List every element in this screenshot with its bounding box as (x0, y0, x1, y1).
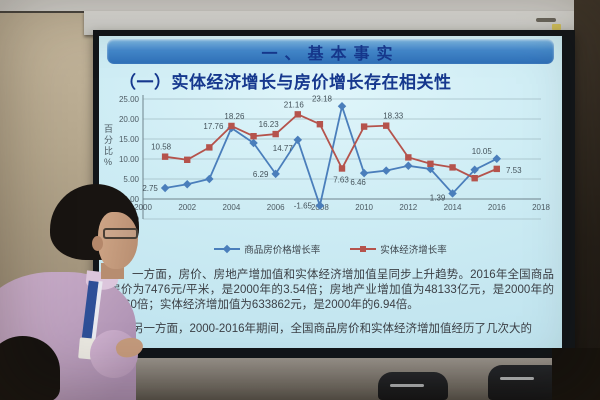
svg-text:2010: 2010 (355, 203, 373, 212)
legend-item-housing-price-growth: 商品房价格增长率 (214, 242, 320, 256)
svg-text:21.16: 21.16 (284, 100, 305, 109)
svg-text:16.23: 16.23 (259, 120, 280, 129)
presenter-glasses (103, 228, 138, 239)
svg-text:15.00: 15.00 (119, 135, 140, 144)
svg-text:5.00: 5.00 (123, 175, 139, 184)
svg-text:18.26: 18.26 (224, 112, 245, 121)
chair-highlight (500, 377, 534, 380)
line-chart: 25.0020.0015.0010.005.000.00-5.002000200… (119, 94, 550, 224)
legend-label: 实体经济增长率 (380, 245, 447, 256)
svg-text:7.53: 7.53 (506, 166, 522, 175)
yellow-sticker (552, 24, 561, 30)
svg-text:2016: 2016 (488, 203, 506, 212)
chair-silhouette (488, 365, 564, 400)
slide-title: （一）实体经济增长与房价增长存在相关性 (119, 73, 452, 92)
legend-label: 商品房价格增长率 (244, 245, 321, 256)
svg-text:2002: 2002 (178, 203, 196, 212)
banner-title: 一、基本事实 (261, 45, 400, 63)
svg-text:2004: 2004 (223, 203, 241, 212)
chair-silhouette (378, 372, 448, 400)
svg-text:6.46: 6.46 (350, 178, 366, 187)
svg-text:18.33: 18.33 (383, 112, 404, 121)
right-wall-shadow (574, 0, 600, 400)
paragraph-two: 另一方面，2000-2016年期间，全国商品房价和实体经济增加值经历了几次大的 (132, 323, 532, 335)
legend-item-real-economy-growth: 实体经济增长率 (350, 242, 447, 256)
slide-banner: 一、基本事实 (107, 39, 554, 64)
svg-text:2.75: 2.75 (142, 184, 158, 193)
svg-text:10.58: 10.58 (151, 143, 172, 152)
red-square-line-marker (350, 245, 377, 253)
svg-text:1.39: 1.39 (430, 193, 446, 202)
svg-text:-1.65: -1.65 (294, 202, 313, 211)
blue-diamond-line-marker (214, 244, 241, 254)
chair-highlight (390, 384, 424, 387)
svg-text:10.05: 10.05 (472, 147, 493, 156)
paragraph-one: 一方面，房价、房地产增加值和实体经济增加值呈同步上升趋势。2016年全国商品房价… (109, 269, 554, 311)
svg-text:10.00: 10.00 (119, 155, 140, 164)
presenter-ear (92, 236, 103, 251)
square-icon (360, 246, 367, 252)
y-axis-title: 百分比% (103, 124, 113, 169)
svg-text:23.18: 23.18 (312, 94, 333, 103)
svg-text:7.63: 7.63 (333, 175, 349, 184)
slide: 一、基本事实 （一）实体经济增长与房价增长存在相关性 百分比% 25.00 20.… (99, 36, 562, 348)
dark-furniture-corner (552, 348, 600, 400)
svg-text:2018: 2018 (532, 203, 550, 212)
svg-text:6.29: 6.29 (253, 170, 269, 179)
svg-text:20.00: 20.00 (119, 115, 140, 124)
audience-member-head (0, 336, 60, 400)
presenter-face (98, 212, 138, 269)
svg-text:2006: 2006 (267, 203, 285, 212)
svg-text:25.00: 25.00 (119, 95, 140, 104)
svg-text:17.76: 17.76 (203, 122, 224, 131)
diamond-icon (222, 244, 232, 254)
chart-legend: 商品房价格增长率 实体经济增长率 (99, 242, 562, 256)
svg-text:14.77: 14.77 (273, 144, 294, 153)
slide-body-text: 一方面，房价、房地产增加值和实体经济增加值呈同步上升趋势。2016年全国商品房价… (109, 268, 554, 337)
projector-brand-text (536, 18, 556, 22)
svg-text:2014: 2014 (444, 203, 462, 212)
svg-text:2012: 2012 (399, 203, 417, 212)
svg-text:0.00: 0.00 (123, 195, 139, 204)
